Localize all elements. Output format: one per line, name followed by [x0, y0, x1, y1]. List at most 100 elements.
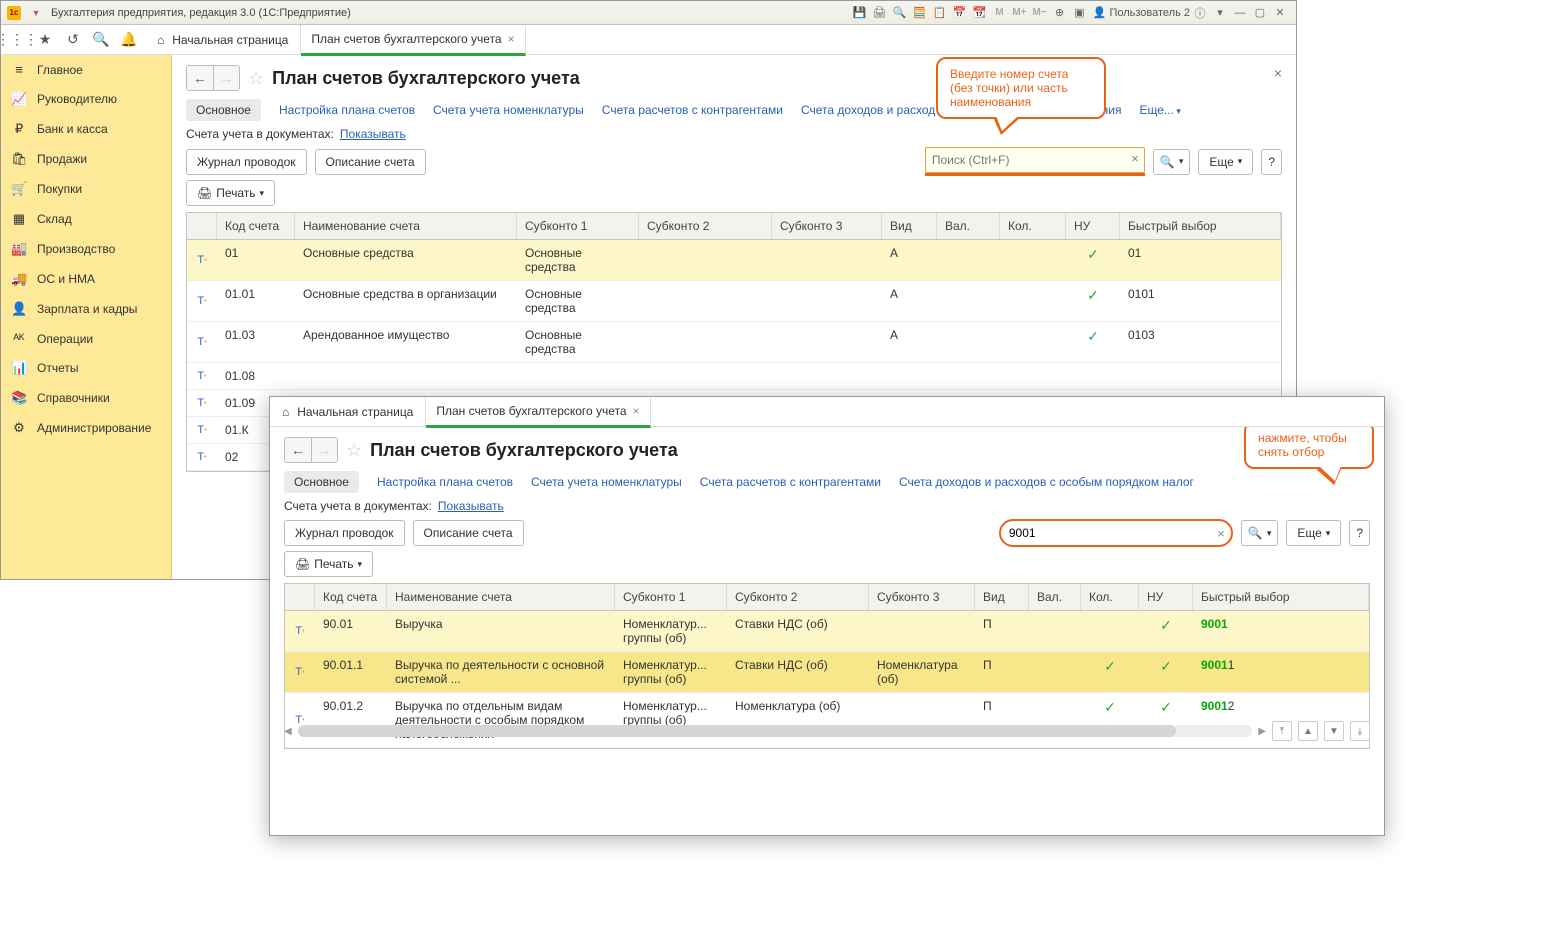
- search-button[interactable]: 🔍▾: [1153, 149, 1190, 175]
- col-code[interactable]: Код счета: [315, 584, 387, 610]
- sidebar-item-main[interactable]: ≡Главное: [1, 55, 171, 84]
- panel-icon[interactable]: ▣: [1070, 5, 1088, 21]
- show-link[interactable]: Показывать: [340, 127, 406, 141]
- table-row[interactable]: T•01.08: [187, 363, 1281, 390]
- col-vid[interactable]: Вид: [975, 584, 1029, 610]
- tab-main[interactable]: Основное: [186, 99, 261, 121]
- sidebar-item-purchases[interactable]: 🛒Покупки: [1, 174, 171, 204]
- search-input-filled[interactable]: [1001, 521, 1231, 545]
- help-button[interactable]: ?: [1349, 520, 1370, 546]
- m-minus-icon[interactable]: M−: [1030, 5, 1048, 21]
- home-tab-2[interactable]: ⌂ Начальная страница: [270, 397, 426, 427]
- sidebar-item-admin[interactable]: ⚙Администрирование: [1, 413, 171, 443]
- search-icon[interactable]: 🔍: [91, 30, 111, 50]
- col-sub1[interactable]: Субконто 1: [615, 584, 727, 610]
- col-code[interactable]: Код счета: [217, 213, 295, 239]
- back-button[interactable]: ←: [187, 66, 213, 90]
- table-row[interactable]: T•01.01Основные средства в организацииОс…: [187, 281, 1281, 322]
- col-name[interactable]: Наименование счета: [387, 584, 615, 610]
- close-window-icon[interactable]: ✕: [1271, 5, 1289, 21]
- sidebar-item-salary[interactable]: 👤Зарплата и кадры: [1, 294, 171, 324]
- col-qb[interactable]: Быстрый выбор: [1120, 213, 1281, 239]
- star-icon[interactable]: ☆: [346, 440, 362, 461]
- sidebar-item-bank[interactable]: ₽Банк и касса: [1, 114, 171, 144]
- user-label[interactable]: Пользователь 2: [1109, 7, 1190, 19]
- tab-plan-settings[interactable]: Настройка плана счетов: [377, 475, 513, 489]
- m-icon[interactable]: M: [990, 5, 1008, 21]
- scroll-bottom-icon[interactable]: ⤓: [1350, 721, 1370, 741]
- print-icon[interactable]: 🖨: [870, 5, 888, 21]
- active-tab-2[interactable]: План счетов бухгалтерского учета ×: [426, 398, 650, 428]
- tab-plan-settings[interactable]: Настройка плана счетов: [279, 103, 415, 117]
- table-row[interactable]: T•90.01ВыручкаНоменклатур... группы (об)…: [285, 611, 1369, 652]
- journal-button[interactable]: Журнал проводок: [186, 149, 307, 175]
- maximize-icon[interactable]: ▢: [1251, 5, 1269, 21]
- tab-income-long[interactable]: Счета доходов и расходов с особым порядк…: [899, 475, 1194, 489]
- forward-button[interactable]: →: [311, 438, 337, 462]
- col-name[interactable]: Наименование счета: [295, 213, 517, 239]
- back-button[interactable]: ←: [285, 438, 311, 462]
- col-sub2[interactable]: Субконто 2: [639, 213, 772, 239]
- sidebar-item-manager[interactable]: 📈Руководителю: [1, 84, 171, 114]
- describe-button[interactable]: Описание счета: [315, 149, 426, 175]
- history-icon[interactable]: ↺: [63, 30, 83, 50]
- minimize-icon[interactable]: —: [1231, 5, 1249, 21]
- col-qb[interactable]: Быстрый выбор: [1193, 584, 1369, 610]
- scroll-up-icon[interactable]: ▲: [1298, 721, 1318, 741]
- user-icon[interactable]: 👤: [1090, 5, 1108, 21]
- menu-drop-icon[interactable]: ▾: [1211, 5, 1229, 21]
- apps-icon[interactable]: ⋮⋮⋮: [7, 30, 27, 50]
- task-icon[interactable]: 📋: [930, 5, 948, 21]
- tab-nomenclature[interactable]: Счета учета номенклатуры: [531, 475, 682, 489]
- active-tab[interactable]: План счетов бухгалтерского учета ×: [301, 26, 525, 56]
- clear-icon[interactable]: ×: [1217, 526, 1225, 541]
- col-nu[interactable]: НУ: [1066, 213, 1120, 239]
- show-link[interactable]: Показывать: [438, 499, 504, 513]
- m-plus-icon[interactable]: M+: [1010, 5, 1028, 21]
- tab-contractors[interactable]: Счета расчетов с контрагентами: [700, 475, 881, 489]
- col-vid[interactable]: Вид: [882, 213, 937, 239]
- page-close-icon[interactable]: ×: [1274, 65, 1282, 81]
- tab-nomenclature[interactable]: Счета учета номенклатуры: [433, 103, 584, 117]
- forward-button[interactable]: →: [213, 66, 239, 90]
- scroll-down-icon[interactable]: ▼: [1324, 721, 1344, 741]
- col-kol[interactable]: Кол.: [1000, 213, 1066, 239]
- table-row[interactable]: T•01.03Арендованное имуществоОсновные ср…: [187, 322, 1281, 363]
- tab-close-icon[interactable]: ×: [633, 404, 640, 418]
- tab-main[interactable]: Основное: [284, 471, 359, 493]
- col-sub3[interactable]: Субконто 3: [772, 213, 882, 239]
- more-button[interactable]: Еще▾: [1198, 149, 1253, 175]
- journal-button[interactable]: Журнал проводок: [284, 520, 405, 546]
- preview-icon[interactable]: 🔍: [890, 5, 908, 21]
- sidebar-item-warehouse[interactable]: ▦Склад: [1, 204, 171, 234]
- sidebar-item-operations[interactable]: ᴬᴷОперации: [1, 324, 171, 353]
- info-icon[interactable]: ⓘ: [1191, 5, 1209, 21]
- col-sub1[interactable]: Субконто 1: [517, 213, 639, 239]
- date-icon[interactable]: 📆: [970, 5, 988, 21]
- app-menu-dropdown[interactable]: ▼: [29, 6, 43, 20]
- save-icon[interactable]: 💾: [850, 5, 868, 21]
- sidebar-item-assets[interactable]: 🚚ОС и НМА: [1, 264, 171, 294]
- clear-icon[interactable]: ×: [1131, 151, 1139, 166]
- star-icon[interactable]: ☆: [248, 68, 264, 89]
- scroll-top-icon[interactable]: ⤒: [1272, 721, 1292, 741]
- tab-close-icon[interactable]: ×: [508, 32, 515, 46]
- tab-contractors[interactable]: Счета расчетов с контрагентами: [602, 103, 783, 117]
- bell-icon[interactable]: 🔔: [119, 30, 139, 50]
- sidebar-item-production[interactable]: 🏭Производство: [1, 234, 171, 264]
- home-tab[interactable]: ⌂ Начальная страница: [145, 25, 301, 55]
- scroll-left-icon[interactable]: ◀: [284, 726, 292, 737]
- search-input[interactable]: [925, 147, 1145, 173]
- sidebar-item-refs[interactable]: 📚Справочники: [1, 383, 171, 413]
- tab-income[interactable]: Счета доходов и расход: [801, 103, 935, 117]
- print-button[interactable]: 🖨Печать▾: [284, 551, 373, 577]
- calendar-icon[interactable]: 📅: [950, 5, 968, 21]
- more-link[interactable]: Еще...: [1140, 103, 1181, 117]
- search-button[interactable]: 🔍▾: [1241, 520, 1278, 546]
- sidebar-item-sales[interactable]: 🛍Продажи: [1, 144, 171, 174]
- add-icon[interactable]: ⊕: [1050, 5, 1068, 21]
- col-sub3[interactable]: Субконто 3: [869, 584, 975, 610]
- print-button[interactable]: 🖨Печать▾: [186, 180, 275, 206]
- scrollbar[interactable]: [298, 725, 1253, 737]
- col-sub2[interactable]: Субконто 2: [727, 584, 869, 610]
